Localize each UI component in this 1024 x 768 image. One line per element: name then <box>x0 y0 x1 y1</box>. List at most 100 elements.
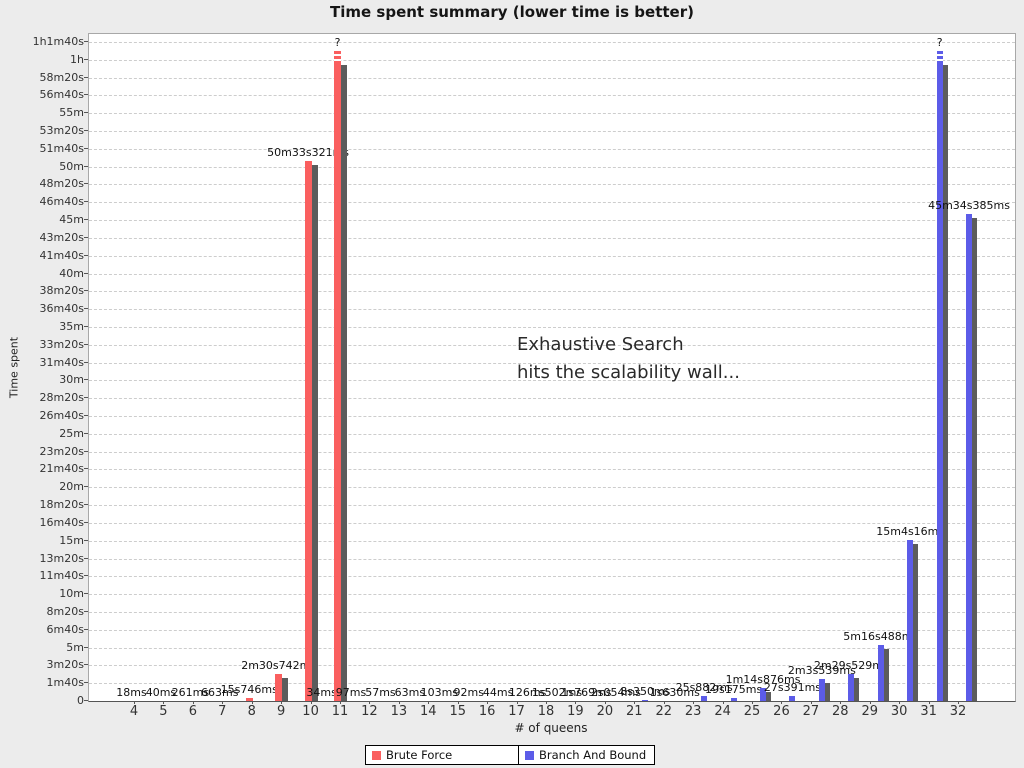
y-tick-mark <box>84 76 88 78</box>
x-tick-mark <box>899 701 901 704</box>
gridline <box>89 184 1015 186</box>
y-tick-label: 51m40s <box>39 141 84 155</box>
gridline <box>89 629 1015 631</box>
y-tick-label: 38m20s <box>39 284 84 298</box>
value-label: 103ms <box>420 685 459 699</box>
bar <box>848 674 855 701</box>
y-tick-label: 10m <box>59 587 84 601</box>
y-tick-mark <box>84 112 88 114</box>
chart-title: Time spent summary (lower time is better… <box>330 3 694 21</box>
y-tick-mark <box>84 41 88 42</box>
bar <box>642 699 649 701</box>
y-tick-mark <box>84 165 88 167</box>
value-label: 663ms <box>201 685 239 699</box>
x-tick-label: 17 <box>508 704 525 719</box>
x-tick-mark <box>192 701 194 704</box>
y-tick-mark <box>84 646 88 648</box>
bar-shadow <box>766 691 772 701</box>
y-tick-mark <box>84 557 88 559</box>
bar <box>789 696 796 701</box>
y-tick-mark <box>84 682 88 684</box>
legend-item-brute-force: Brute Force <box>365 745 519 765</box>
value-label: 25s882ms <box>675 681 733 695</box>
bar <box>275 674 283 701</box>
brute-force-swatch-icon <box>372 750 381 760</box>
x-axis-title: # of queens <box>514 721 588 735</box>
y-tick-label: 26m40s <box>39 409 84 423</box>
x-tick-label: 15 <box>449 704 466 719</box>
gridline <box>89 95 1015 97</box>
x-tick-label: 10 <box>302 704 319 719</box>
value-label: 1m14s876ms <box>725 672 801 686</box>
y-tick-mark <box>84 254 88 256</box>
value-label: 2m29s529ms <box>813 659 889 673</box>
value-label: 63ms <box>394 686 426 699</box>
x-tick-mark <box>251 701 253 704</box>
value-label: 1s630ms <box>649 685 700 699</box>
y-tick-mark <box>84 521 88 523</box>
x-tick-mark <box>546 701 548 704</box>
x-tick-mark <box>722 701 724 704</box>
y-tick-label: 3m20s <box>46 658 84 672</box>
y-tick-label: 15m <box>59 533 84 547</box>
value-label: 2m30s742ms <box>241 659 317 673</box>
y-tick-label: 56m40s <box>39 88 84 102</box>
gridline <box>89 469 1015 471</box>
value-label: 18ms <box>116 686 147 699</box>
gridline <box>89 42 1015 43</box>
gridline <box>89 326 1015 328</box>
bar-shadow <box>311 164 318 701</box>
value-label: 50m33s321ms <box>267 145 350 159</box>
x-tick-label: 27 <box>802 704 820 719</box>
x-tick-mark <box>281 701 283 704</box>
y-tick-label: 16m40s <box>39 515 84 529</box>
gridline <box>89 291 1015 293</box>
bar <box>730 697 737 701</box>
y-tick-mark <box>84 468 88 470</box>
value-label: ? <box>936 35 943 49</box>
gridline <box>89 487 1015 489</box>
x-tick-mark <box>163 701 165 704</box>
gridline <box>89 522 1015 524</box>
gridline <box>89 131 1015 133</box>
x-tick-mark <box>134 701 135 704</box>
value-label: 5m16s488ms <box>843 629 919 643</box>
gridline <box>89 398 1015 400</box>
gridline <box>89 220 1015 222</box>
legend-item-branch-and-bound: Branch And Bound <box>518 745 655 765</box>
x-tick-mark <box>958 701 960 704</box>
y-tick-mark <box>84 415 88 417</box>
gridline <box>89 202 1015 204</box>
x-tick-label: 18 <box>537 704 555 719</box>
x-tick-mark <box>869 701 871 704</box>
y-tick-label: 11m40s <box>39 569 84 583</box>
x-tick-mark <box>428 701 430 704</box>
y-tick-label: 58m20s <box>39 70 84 84</box>
bar-shadow <box>913 543 919 701</box>
x-tick-label: 29 <box>861 704 879 719</box>
bar <box>245 698 253 701</box>
legend-label-branch-and-bound: Branch And Bound <box>539 748 647 762</box>
y-tick-mark <box>84 219 88 221</box>
x-tick-mark <box>369 701 371 704</box>
bar <box>818 678 825 701</box>
x-tick-label: 5 <box>159 704 168 719</box>
gridline <box>89 594 1015 596</box>
x-tick-label: 25 <box>743 704 761 719</box>
x-tick-mark <box>928 701 930 704</box>
x-tick-mark <box>604 701 606 704</box>
y-tick-label: 36m40s <box>39 302 84 316</box>
x-tick-label: 8 <box>247 704 256 719</box>
y-tick-mark <box>84 343 88 345</box>
x-tick-label: 14 <box>420 704 437 719</box>
x-tick-label: 16 <box>478 704 496 719</box>
y-tick-label: 1h <box>70 52 84 66</box>
y-tick-label: 48m20s <box>39 177 84 191</box>
x-tick-label: 30 <box>890 704 908 719</box>
x-tick-mark <box>840 701 842 704</box>
y-tick-mark <box>84 94 88 96</box>
value-label: ? <box>334 35 341 49</box>
x-tick-label: 22 <box>655 704 672 719</box>
gridline <box>89 433 1015 435</box>
